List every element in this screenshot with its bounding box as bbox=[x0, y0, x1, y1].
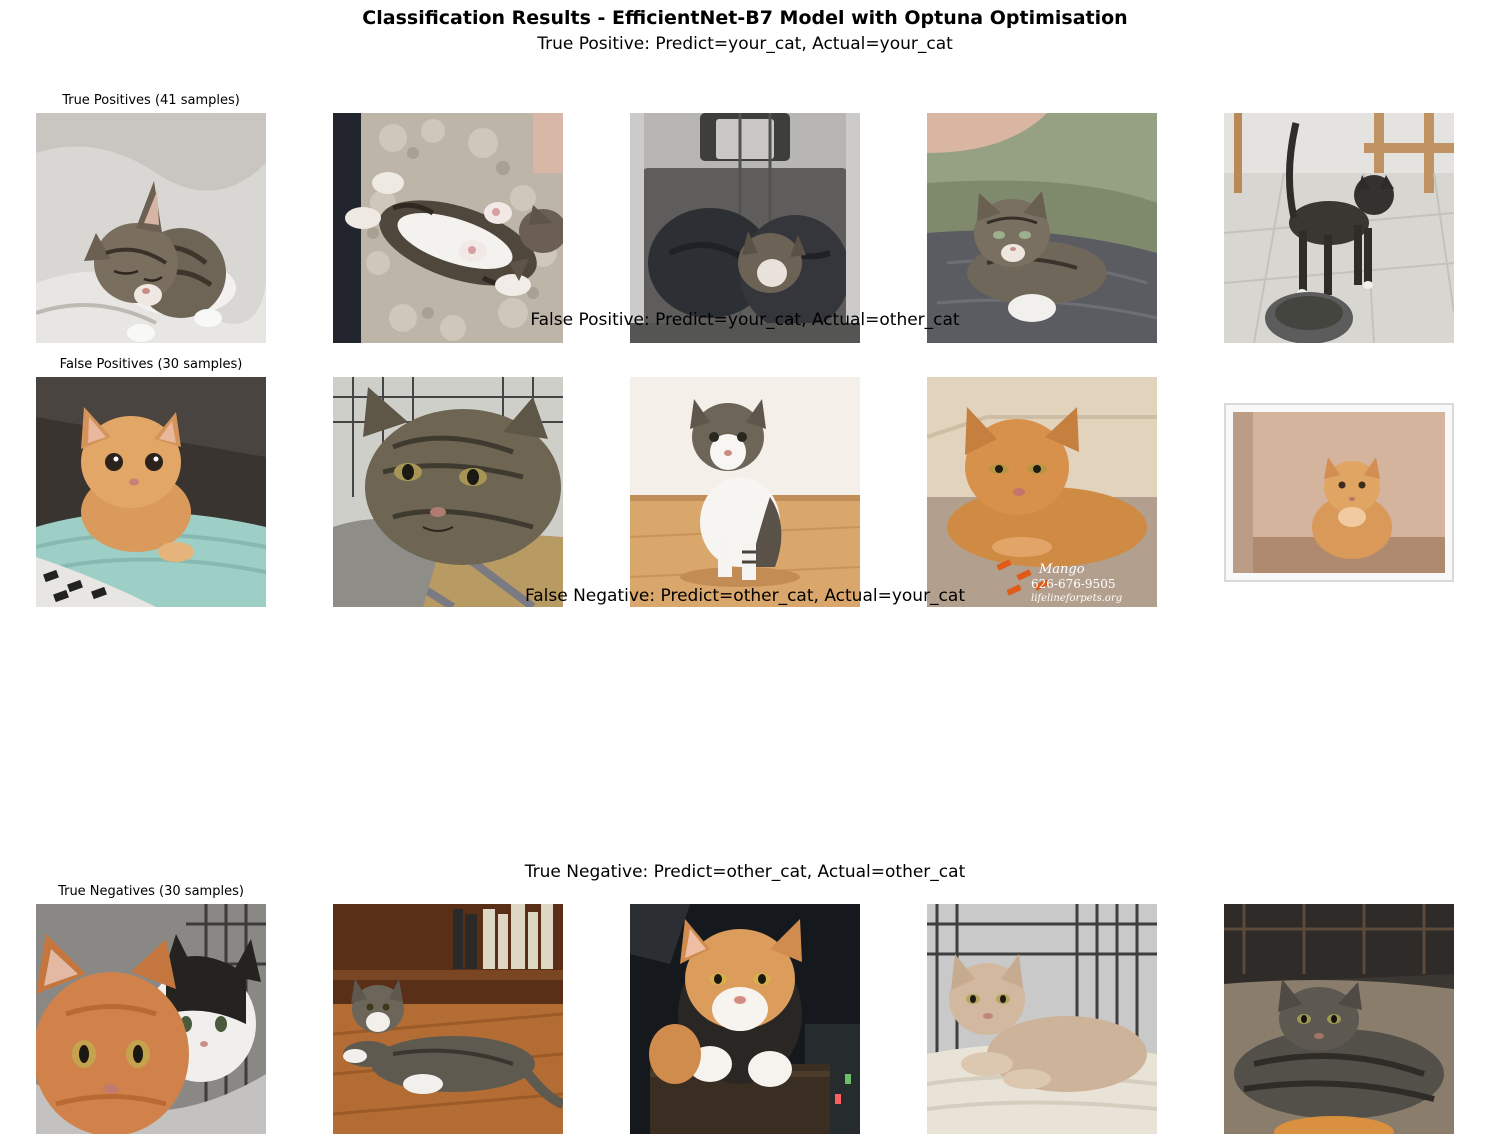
cream-cat-lying-in-cage-photo bbox=[927, 904, 1157, 1134]
tp-image-5 bbox=[1224, 113, 1454, 343]
caption-name: Mango bbox=[1038, 562, 1085, 577]
tabby-white-cat-lying-on-wood-floor-photo bbox=[333, 904, 563, 1134]
tabby-kitten-on-lap-photo bbox=[927, 113, 1157, 343]
orange-and-black-white-cats-in-hammock-photo bbox=[36, 904, 266, 1134]
fp-image-1 bbox=[36, 377, 266, 607]
cats-curled-in-plastic-crate-photo bbox=[630, 113, 860, 343]
tp-image-2 bbox=[333, 113, 563, 343]
kitten-lying-on-back-on-fluffy-rug-photo bbox=[333, 113, 563, 343]
axis-title-false-positives: False Positives (30 samples) bbox=[59, 357, 243, 372]
tn-image-1 bbox=[36, 904, 266, 1134]
tabby-cat-lying-on-carpet-photo bbox=[1224, 904, 1454, 1134]
fp-image-2 bbox=[333, 377, 563, 607]
row-title-true-positive: True Positive: Predict=your_cat, Actual=… bbox=[537, 34, 953, 54]
tn-image-3 bbox=[630, 904, 860, 1134]
fp-image-4: Mango 626-676-9505 lifelineforpets.org bbox=[927, 377, 1157, 607]
framed-photo-of-orange-cat bbox=[1224, 377, 1454, 607]
tp-image-3 bbox=[630, 113, 860, 343]
tabby-cat-lying-in-cage-photo bbox=[333, 377, 563, 607]
tn-image-5 bbox=[1224, 904, 1454, 1134]
figure-title: Classification Results - EfficientNet-B7… bbox=[362, 7, 1128, 29]
tabby-kitten-sleeping-on-blanket-photo bbox=[36, 113, 266, 343]
orange-white-cat-on-cat-tree-photo bbox=[630, 904, 860, 1134]
row-title-false-positive: False Positive: Predict=your_cat, Actual… bbox=[530, 310, 960, 330]
dark-kitten-standing-near-bowl-photo bbox=[1224, 113, 1454, 343]
tp-image-1 bbox=[36, 113, 266, 343]
row-title-false-negative: False Negative: Predict=other_cat, Actua… bbox=[525, 586, 965, 606]
axis-title-true-negatives: True Negatives (30 samples) bbox=[58, 884, 244, 899]
row-title-true-negative: True Negative: Predict=other_cat, Actual… bbox=[524, 862, 966, 882]
fp-image-3 bbox=[630, 377, 860, 607]
tn-image-4 bbox=[927, 904, 1157, 1134]
orange-cat-on-carpet-with-toy-photo: Mango 626-676-9505 lifelineforpets.org bbox=[927, 377, 1157, 607]
fp-image-5 bbox=[1224, 377, 1454, 607]
orange-kitten-on-towel-photo bbox=[36, 377, 266, 607]
tp-image-4 bbox=[927, 113, 1157, 343]
tn-image-2 bbox=[333, 904, 563, 1134]
white-tabby-kitten-on-wood-floor-photo bbox=[630, 377, 860, 607]
caption-website: lifelineforpets.org bbox=[1031, 593, 1122, 604]
caption-phone: 626-676-9505 bbox=[1031, 577, 1115, 591]
axis-title-true-positives: True Positives (41 samples) bbox=[62, 93, 240, 108]
